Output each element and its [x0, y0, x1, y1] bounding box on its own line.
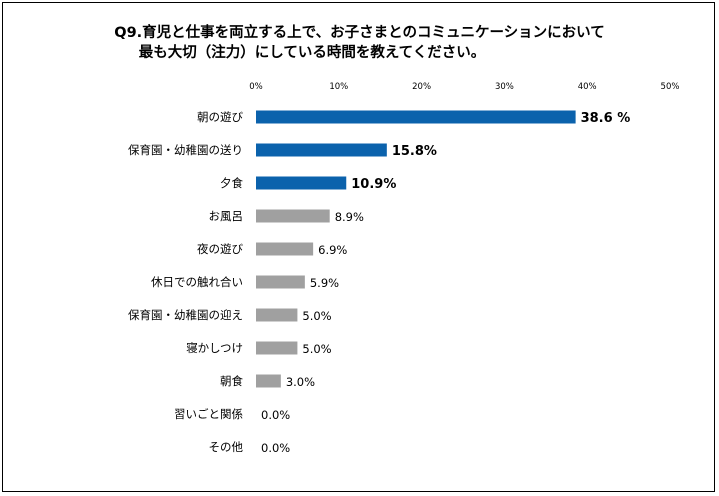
- data-label: 15.8%: [392, 144, 437, 159]
- data-label: 3.0%: [286, 375, 315, 389]
- bar: [256, 275, 305, 289]
- category-label: その他: [209, 440, 244, 454]
- bar: [256, 341, 298, 355]
- data-label: 5.0%: [302, 309, 331, 323]
- bar: [256, 242, 314, 256]
- data-label: 5.0%: [302, 342, 331, 356]
- bar: [256, 110, 576, 124]
- data-label: 38.6 %: [581, 111, 631, 126]
- data-label: 0.0%: [261, 408, 290, 422]
- category-label: 習いごと関係: [174, 407, 243, 421]
- bar: [256, 143, 387, 157]
- data-label: 8.9%: [335, 210, 364, 224]
- category-label: 朝食: [220, 374, 243, 388]
- chart-title: Q9.育児と仕事を両立する上で、お子さまとのコミュニケーションにおいて 最も大切…: [3, 23, 716, 63]
- bar: [256, 308, 298, 322]
- chart-title-line-1: Q9.育児と仕事を両立する上で、お子さまとのコミュニケーションにおいて: [114, 25, 605, 41]
- bar-rows: 朝の遊び 38.6 % 保育園・幼稚園の送り 15.8% 夕食 10.9% お風呂 8.9% 夜…: [128, 110, 630, 455]
- bar: [256, 209, 330, 223]
- bar: [256, 176, 347, 190]
- category-label: 朝の遊び: [197, 110, 243, 124]
- data-label: 0.0%: [261, 441, 290, 455]
- chart-frame: Q9.育児と仕事を両立する上で、お子さまとのコミュニケーションにおいて 最も大切…: [2, 2, 715, 492]
- x-axis-ticks: 0% 10% 20% 30% 40% 50%: [249, 82, 679, 92]
- category-label: お風呂: [209, 209, 244, 223]
- category-label: 保育園・幼稚園の迎え: [128, 308, 243, 322]
- category-label: 夜の遊び: [197, 242, 243, 256]
- chart-title-line-2: 最も大切（注力）にしている時間を教えてください。: [138, 45, 486, 61]
- category-label: 保育園・幼稚園の送り: [128, 143, 243, 157]
- data-label: 5.9%: [310, 276, 339, 290]
- x-tick-label: 30%: [495, 82, 514, 92]
- data-label: 6.9%: [318, 243, 347, 257]
- x-tick-label: 10%: [329, 82, 348, 92]
- x-tick-label: 50%: [661, 82, 680, 92]
- data-label: 10.9%: [351, 177, 396, 192]
- x-tick-label: 0%: [249, 82, 263, 92]
- category-label: 夕食: [220, 176, 243, 190]
- x-tick-label: 40%: [578, 82, 597, 92]
- bar: [256, 374, 281, 388]
- x-tick-label: 20%: [412, 82, 431, 92]
- category-label: 寝かしつけ: [186, 341, 243, 355]
- category-label: 休日での触れ合い: [151, 275, 243, 289]
